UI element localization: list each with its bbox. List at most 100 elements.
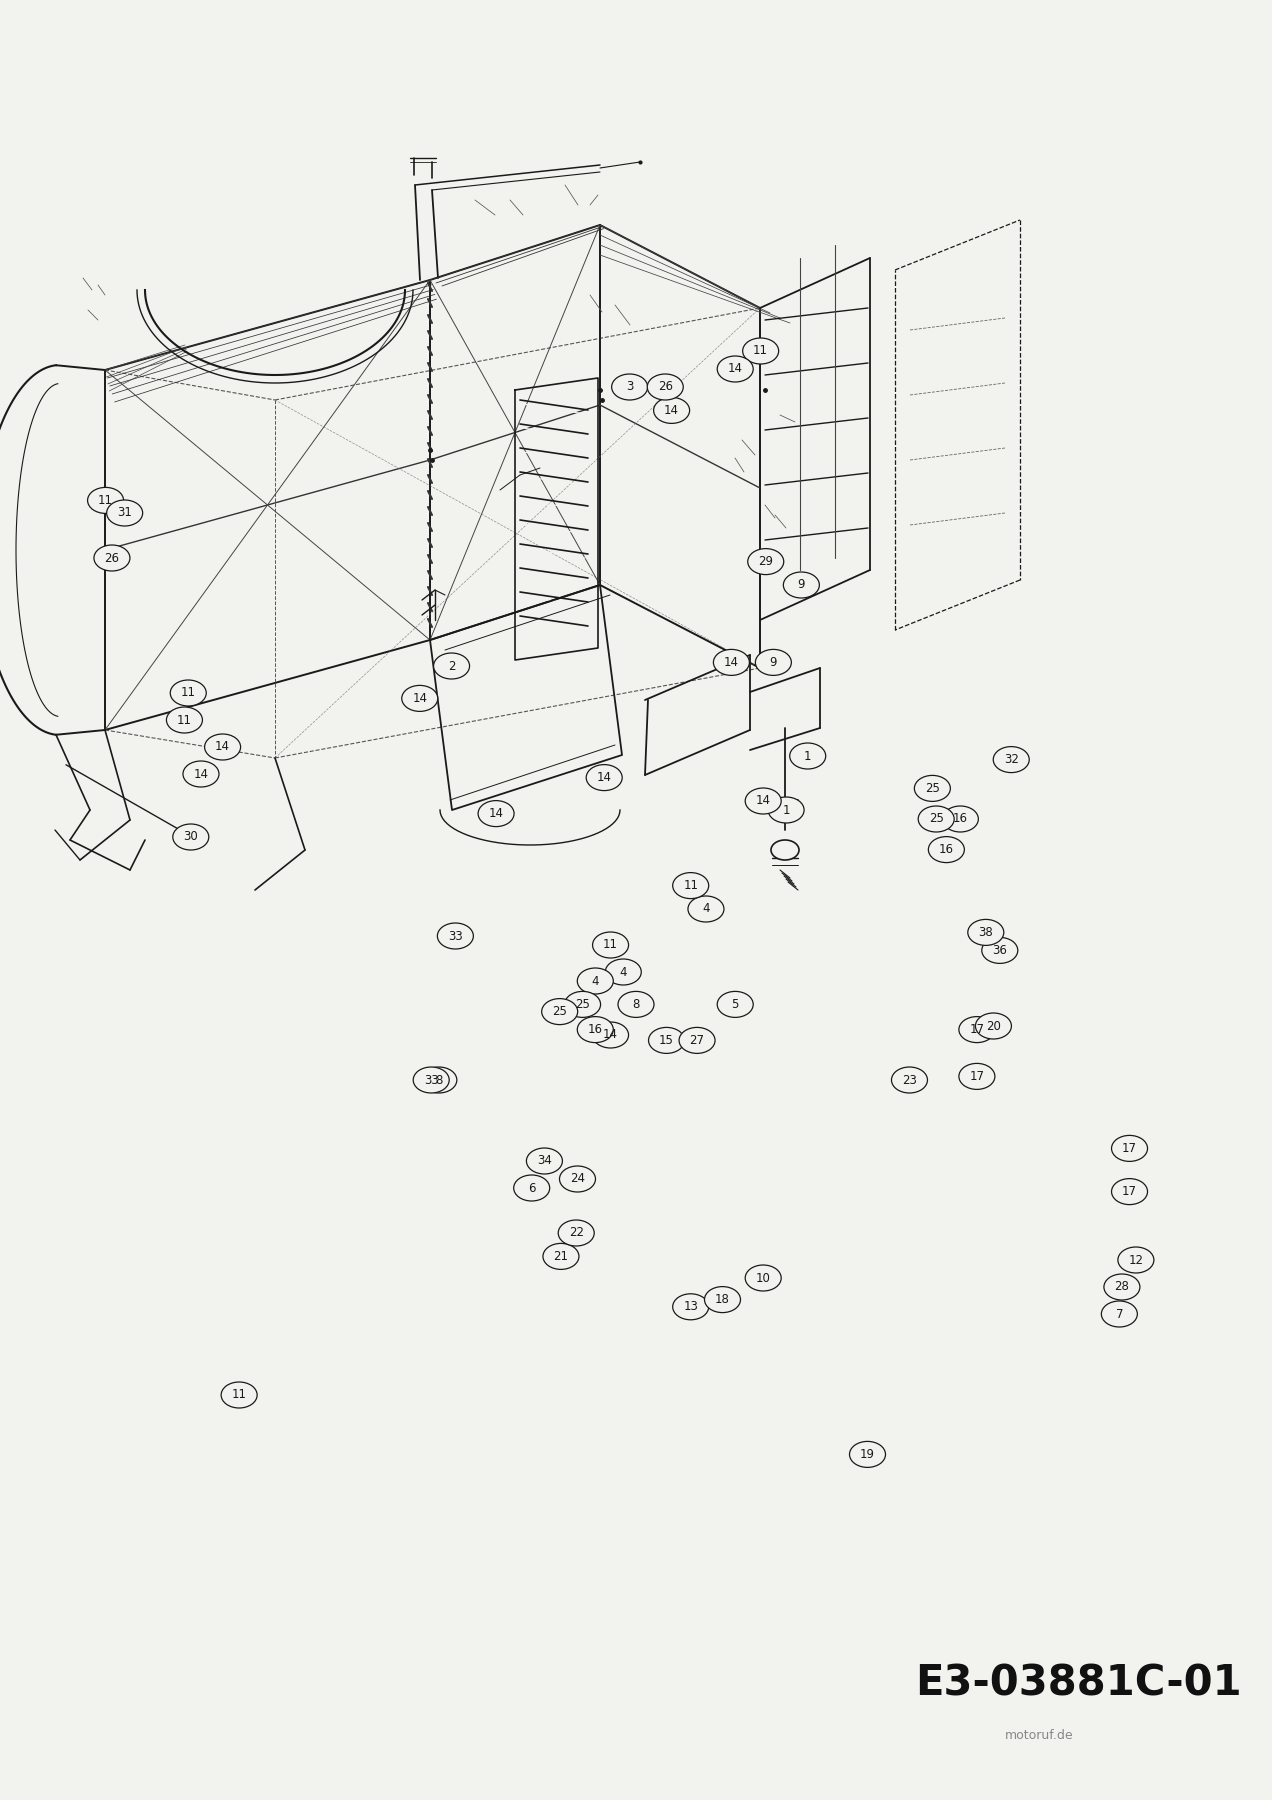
Ellipse shape	[982, 938, 1018, 963]
Ellipse shape	[618, 992, 654, 1017]
Text: 13: 13	[683, 1300, 698, 1314]
Ellipse shape	[717, 992, 753, 1017]
Ellipse shape	[959, 1017, 995, 1042]
Text: 11: 11	[98, 493, 113, 508]
Text: 29: 29	[758, 554, 773, 569]
Ellipse shape	[743, 338, 778, 364]
Text: 5: 5	[731, 997, 739, 1012]
Ellipse shape	[647, 374, 683, 400]
Text: 3: 3	[626, 380, 633, 394]
Text: 16: 16	[953, 812, 968, 826]
Ellipse shape	[993, 747, 1029, 772]
Ellipse shape	[1118, 1247, 1154, 1273]
Ellipse shape	[673, 1294, 709, 1319]
Ellipse shape	[167, 707, 202, 733]
Text: 14: 14	[488, 806, 504, 821]
Ellipse shape	[402, 686, 438, 711]
Ellipse shape	[183, 761, 219, 787]
Ellipse shape	[94, 545, 130, 571]
Text: 33: 33	[424, 1073, 439, 1087]
Ellipse shape	[514, 1175, 550, 1201]
Ellipse shape	[593, 1022, 628, 1048]
Text: 33: 33	[448, 929, 463, 943]
Ellipse shape	[542, 999, 577, 1024]
Text: 14: 14	[664, 403, 679, 418]
Ellipse shape	[705, 1287, 740, 1312]
Ellipse shape	[943, 806, 978, 832]
Text: 14: 14	[756, 794, 771, 808]
Ellipse shape	[673, 873, 709, 898]
Text: 11: 11	[181, 686, 196, 700]
Ellipse shape	[205, 734, 240, 760]
Ellipse shape	[679, 1028, 715, 1053]
Text: 6: 6	[528, 1181, 536, 1195]
Text: 2: 2	[448, 659, 455, 673]
Text: 14: 14	[193, 767, 209, 781]
Text: 7: 7	[1116, 1307, 1123, 1321]
Text: 30: 30	[183, 830, 198, 844]
Text: 14: 14	[412, 691, 427, 706]
Ellipse shape	[421, 1067, 457, 1093]
Ellipse shape	[959, 1064, 995, 1089]
Text: 20: 20	[986, 1019, 1001, 1033]
Ellipse shape	[565, 992, 600, 1017]
Ellipse shape	[560, 1166, 595, 1192]
Text: 25: 25	[552, 1004, 567, 1019]
Ellipse shape	[1112, 1179, 1147, 1204]
Text: 9: 9	[770, 655, 777, 670]
Text: 21: 21	[553, 1249, 569, 1264]
Text: 17: 17	[969, 1022, 985, 1037]
Text: 11: 11	[232, 1388, 247, 1402]
Text: 12: 12	[1128, 1253, 1144, 1267]
Ellipse shape	[745, 788, 781, 814]
Text: 28: 28	[1114, 1280, 1130, 1294]
Ellipse shape	[586, 765, 622, 790]
Text: motoruf.de: motoruf.de	[1005, 1730, 1074, 1742]
Ellipse shape	[748, 549, 784, 574]
Text: 34: 34	[537, 1154, 552, 1168]
Text: 26: 26	[104, 551, 120, 565]
Text: 9: 9	[798, 578, 805, 592]
Ellipse shape	[918, 806, 954, 832]
Text: 38: 38	[978, 925, 993, 940]
Text: 1: 1	[782, 803, 790, 817]
Text: 14: 14	[724, 655, 739, 670]
Text: 17: 17	[1122, 1184, 1137, 1199]
Ellipse shape	[413, 1067, 449, 1093]
Ellipse shape	[221, 1382, 257, 1408]
Text: 24: 24	[570, 1172, 585, 1186]
Text: 22: 22	[569, 1226, 584, 1240]
Ellipse shape	[717, 356, 753, 382]
Text: 11: 11	[603, 938, 618, 952]
Ellipse shape	[170, 680, 206, 706]
Text: 14: 14	[728, 362, 743, 376]
Ellipse shape	[1102, 1301, 1137, 1327]
Ellipse shape	[688, 896, 724, 922]
Ellipse shape	[784, 572, 819, 598]
Text: 1: 1	[804, 749, 812, 763]
Text: 18: 18	[715, 1292, 730, 1307]
Text: 17: 17	[969, 1069, 985, 1084]
Text: 27: 27	[689, 1033, 705, 1048]
Text: 11: 11	[753, 344, 768, 358]
Text: 11: 11	[177, 713, 192, 727]
Text: 23: 23	[902, 1073, 917, 1087]
Ellipse shape	[577, 968, 613, 994]
Ellipse shape	[612, 374, 647, 400]
Ellipse shape	[107, 500, 142, 526]
Ellipse shape	[438, 923, 473, 949]
Text: 14: 14	[215, 740, 230, 754]
Ellipse shape	[756, 650, 791, 675]
Ellipse shape	[915, 776, 950, 801]
Text: 36: 36	[992, 943, 1007, 958]
Text: 4: 4	[591, 974, 599, 988]
Text: 31: 31	[117, 506, 132, 520]
Ellipse shape	[790, 743, 826, 769]
Text: 15: 15	[659, 1033, 674, 1048]
Text: 16: 16	[588, 1022, 603, 1037]
Ellipse shape	[850, 1442, 885, 1467]
Text: 4: 4	[619, 965, 627, 979]
Ellipse shape	[771, 841, 799, 860]
Text: 17: 17	[1122, 1141, 1137, 1156]
Ellipse shape	[543, 1244, 579, 1269]
